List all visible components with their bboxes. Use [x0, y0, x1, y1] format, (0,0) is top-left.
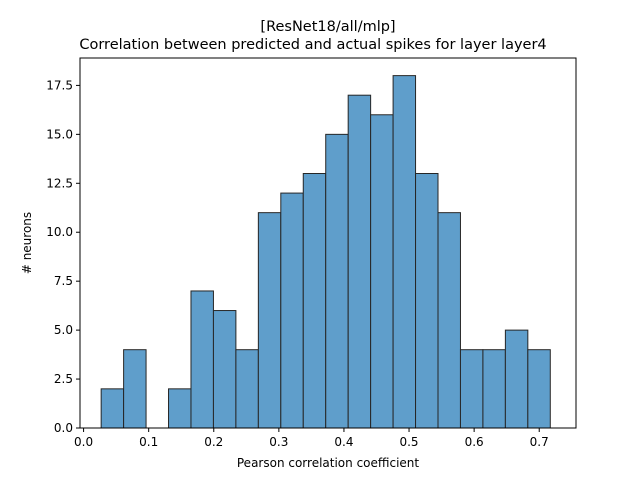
histogram-bar	[459, 349, 484, 429]
bars-group	[100, 75, 551, 429]
histogram-bar	[392, 75, 417, 429]
histogram-bar	[504, 329, 529, 429]
x-tick-label: 0.1	[139, 435, 158, 449]
histogram-bar	[415, 173, 439, 429]
histogram-bar	[482, 349, 506, 429]
y-tick-label: 5.0	[54, 323, 73, 337]
histogram-bar	[235, 349, 259, 429]
x-tick-label: 0.5	[399, 435, 418, 449]
histogram-bar	[527, 349, 551, 429]
histogram-bar	[212, 310, 237, 429]
x-tick-label: 0.4	[334, 435, 353, 449]
histogram-bar	[100, 388, 125, 429]
y-tick-label: 0.0	[54, 421, 73, 435]
histogram-bar	[168, 388, 192, 429]
x-tick-label: 0.3	[269, 435, 288, 449]
x-axis-label: Pearson correlation coefficient	[237, 456, 420, 470]
histogram-bar	[123, 349, 147, 429]
histogram-bar	[280, 192, 304, 429]
y-tick-label: 2.5	[54, 372, 73, 386]
y-tick-label: 15.0	[46, 127, 73, 141]
chart-subtitle: Correlation between predicted and actual…	[79, 37, 546, 53]
histogram-bar	[370, 114, 394, 429]
histogram-bar	[302, 173, 327, 429]
y-axis-label: # neurons	[20, 212, 34, 274]
histogram-bar	[347, 94, 372, 429]
x-tick-label: 0.2	[204, 435, 223, 449]
x-tick-label: 0.6	[465, 435, 484, 449]
histogram-bar	[257, 212, 282, 429]
x-tick-label: 0.0	[74, 435, 93, 449]
y-tick-label: 17.5	[46, 78, 73, 92]
histogram-bar	[325, 133, 349, 429]
y-tick-label: 12.5	[46, 176, 73, 190]
y-axis-ticks: 0.0 2.5 5.0 7.5 10.0 12.5 15.0 17.5	[46, 78, 80, 435]
y-tick-label: 7.5	[54, 274, 73, 288]
chart-title: [ResNet18/all/mlp]	[260, 19, 395, 35]
y-tick-label: 10.0	[46, 225, 73, 239]
histogram-bar	[437, 212, 461, 429]
plot-frame	[79, 57, 577, 429]
x-axis-ticks: 0.0 0.1 0.2 0.3 0.4 0.5 0.6 0.7	[74, 428, 549, 449]
x-tick-label: 0.7	[530, 435, 549, 449]
histogram-bar	[190, 290, 214, 429]
